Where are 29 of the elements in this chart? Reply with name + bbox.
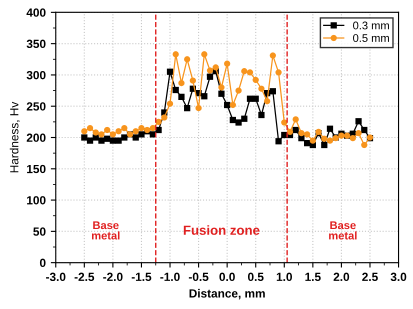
y-axis-title: Hardness, Hv	[10, 102, 20, 172]
annotation: Base metal	[92, 221, 120, 240]
x-tick-label: -2.5	[74, 272, 94, 282]
annotation: Base metal	[329, 221, 357, 240]
x-tick-label: 2.5	[362, 272, 378, 282]
x-tick-label: -3.0	[46, 272, 66, 282]
x-tick-label: 1.5	[305, 272, 321, 282]
legend-label: 0.5 mm	[353, 34, 389, 42]
annotation: Fusion zone	[184, 225, 260, 235]
x-tick-label: 3.0	[390, 272, 406, 282]
y-tick-label: 200	[26, 134, 46, 142]
x-tick-label: 2.0	[334, 272, 350, 282]
x-tick-label: -1.5	[132, 272, 152, 282]
y-tick-label: 300	[26, 70, 46, 80]
y-tick-label: 350	[26, 40, 46, 48]
y-tick-label: 400	[26, 8, 46, 17]
x-tick-label: -0.5	[188, 272, 208, 282]
x-tick-label: 0.0	[219, 272, 235, 282]
x-tick-label: 1.0	[276, 272, 292, 282]
y-tick-label: 50	[33, 227, 46, 236]
legend-label: 0.3 mm	[353, 22, 389, 30]
x-axis-title: Distance, mm	[190, 288, 265, 300]
y-tick-label: 100	[27, 196, 46, 204]
y-tick-label: 150	[27, 164, 46, 174]
x-tick-label: 0.5	[248, 272, 264, 282]
x-tick-label: -1.0	[160, 272, 180, 282]
y-tick-label: 0	[40, 258, 46, 268]
x-tick-label: -2.0	[103, 272, 123, 282]
y-tick-label: 250	[26, 102, 46, 111]
